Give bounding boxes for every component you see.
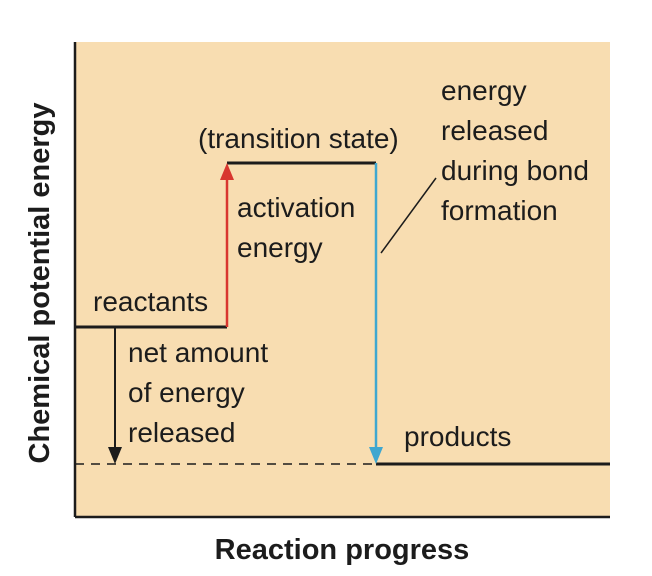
y-axis-title: Chemical potential energy [24,103,56,464]
bond-formation-label-line2: released [441,115,548,146]
x-axis-title: Reaction progress [215,534,470,566]
reactants-label: reactants [93,286,208,317]
net-energy-label-line1: net amount [128,337,268,368]
activation-energy-label-line2: energy [237,232,323,263]
bond-formation-arrowhead [369,447,383,464]
net-energy-label-line3: released [128,417,235,448]
activation-energy-label-line1: activation [237,192,355,223]
products-label: products [404,421,511,452]
bond-formation-label-line3: during bond [441,155,589,186]
bond-formation-label-line1: energy [441,75,527,106]
activation-arrowhead [220,163,234,180]
bond-formation-leader-line [380,177,437,254]
transition-state-label: (transition state) [198,123,399,154]
net-energy-label-line2: of energy [128,377,245,408]
net-energy-arrowhead [108,447,122,464]
plot-area [75,42,610,517]
bond-formation-label-line4: formation [441,195,558,226]
